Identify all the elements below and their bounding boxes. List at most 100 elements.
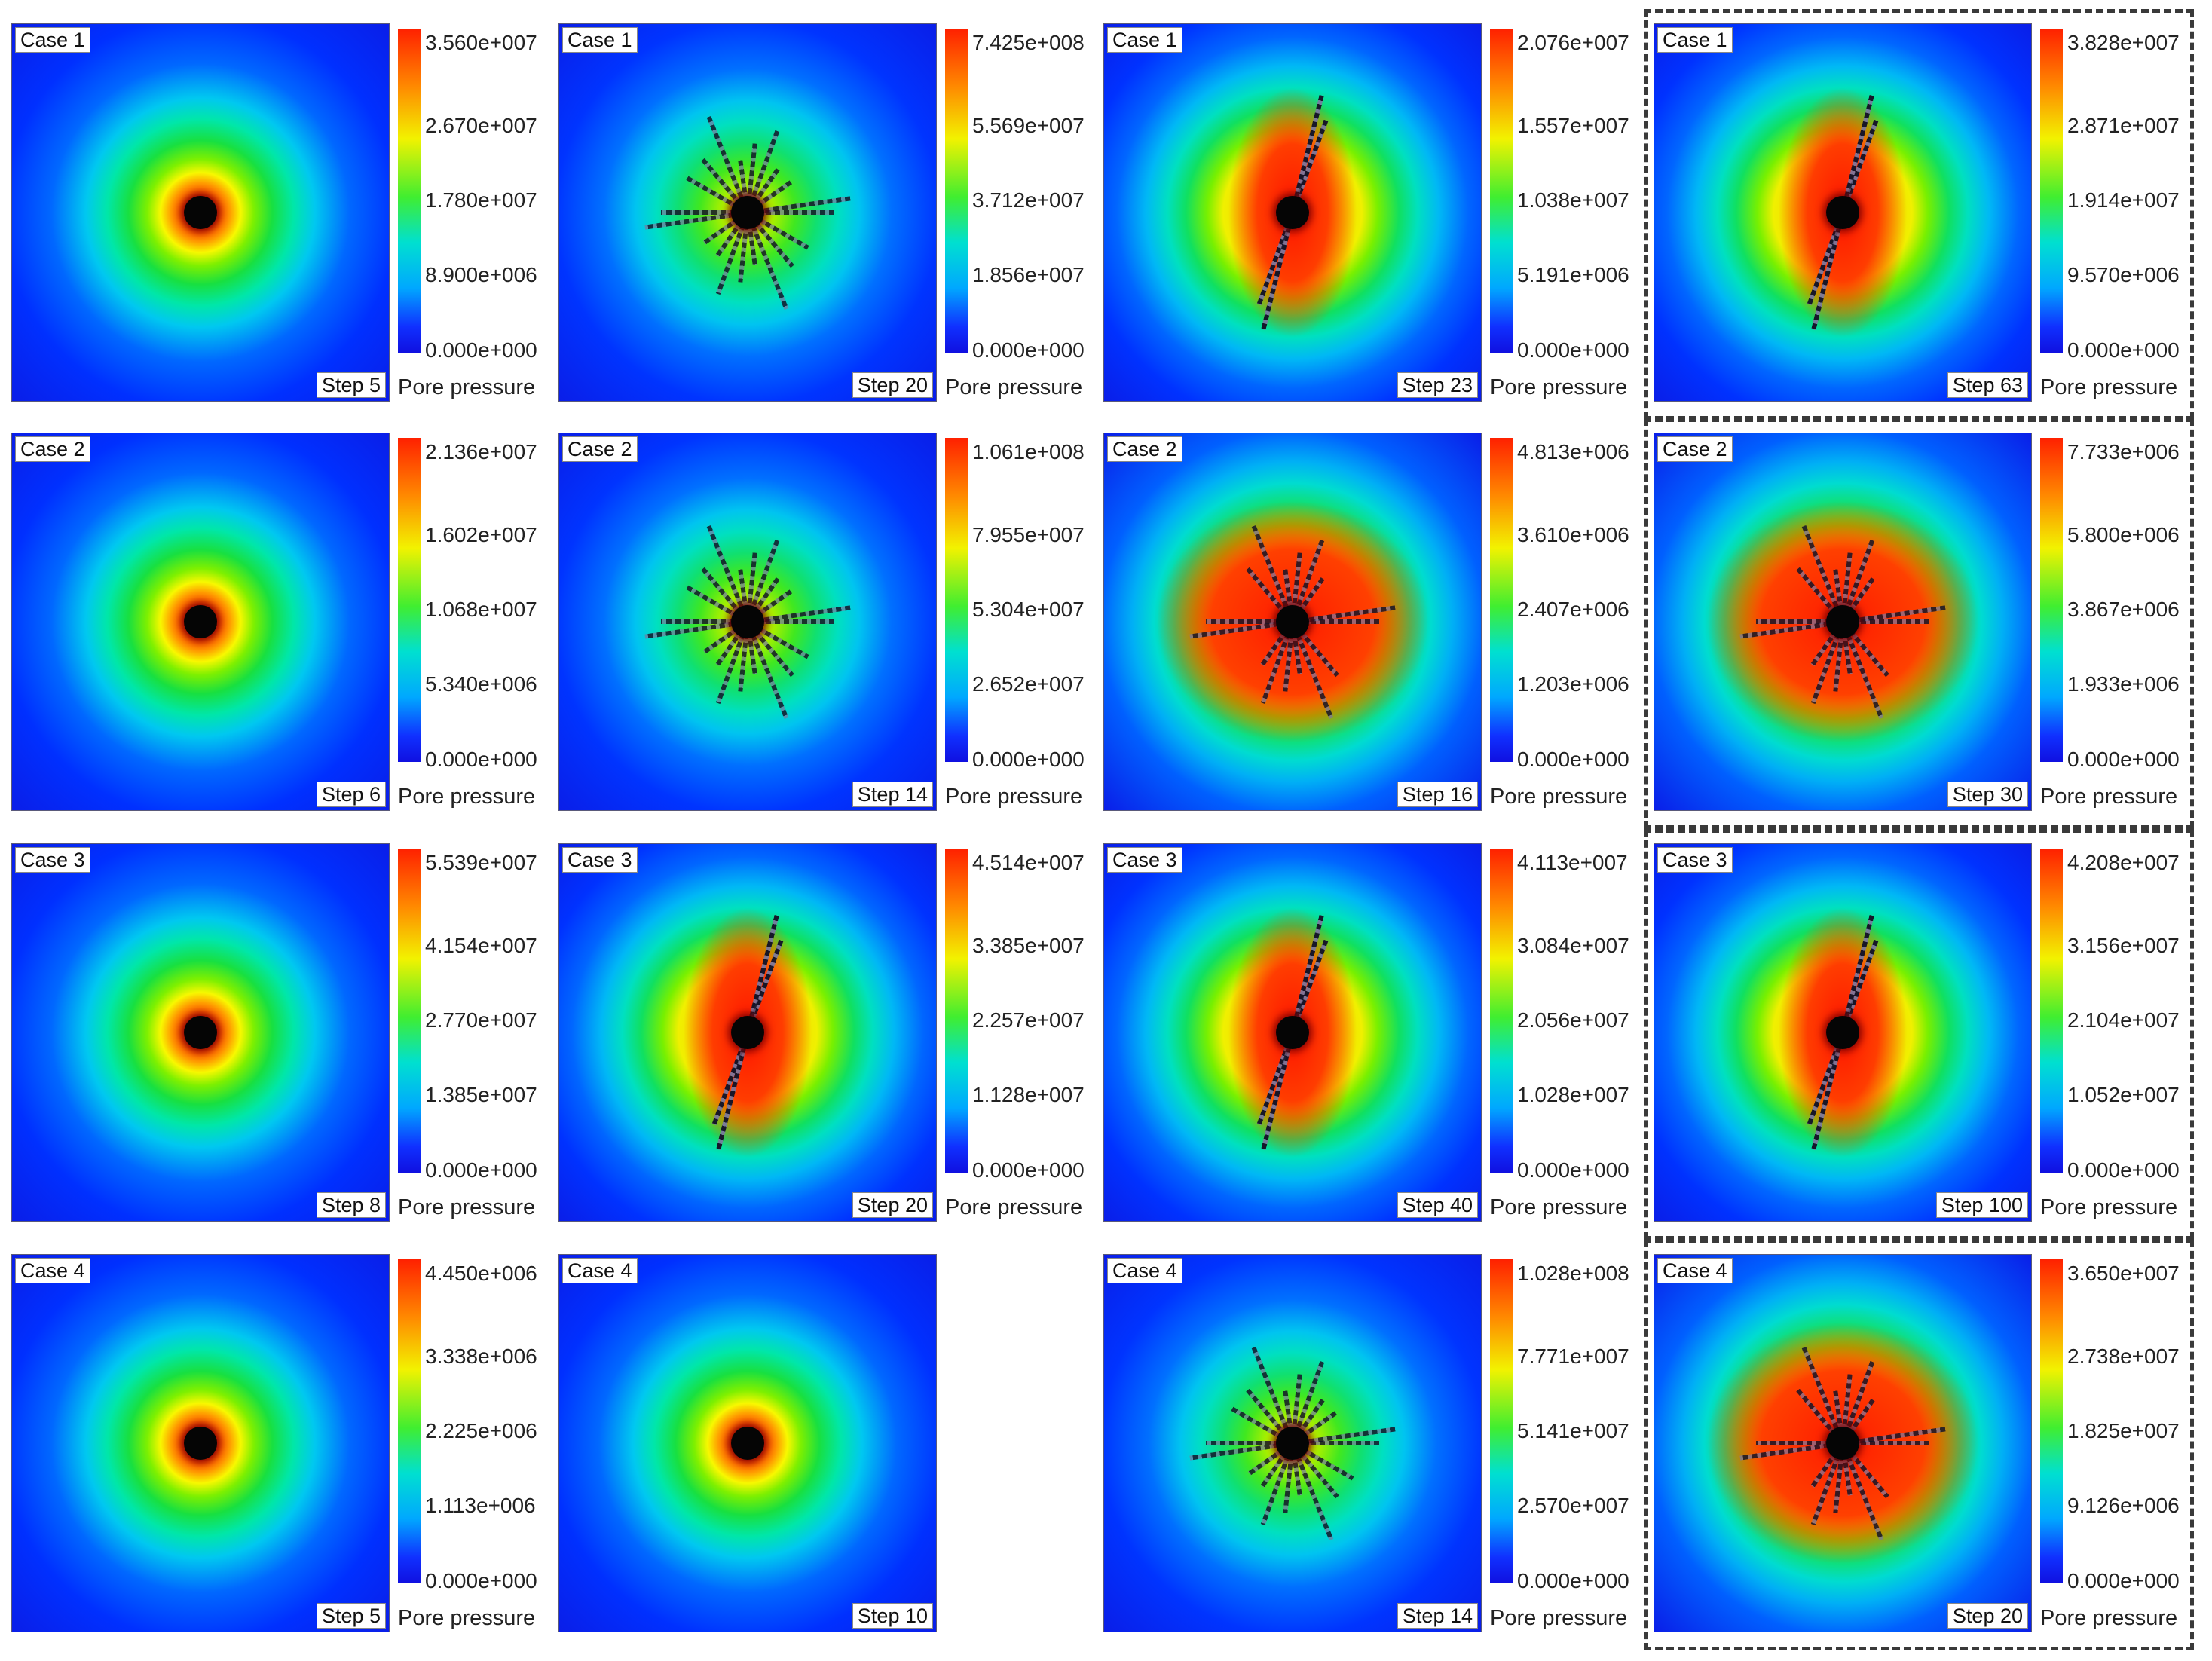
colorbar-tick-label: 1.825e+007: [2067, 1419, 2180, 1442]
colorbar: [945, 438, 968, 762]
pore-pressure-contour-plot: Case 1 Step 63: [1654, 23, 2032, 402]
borehole-marker: [184, 196, 217, 229]
pore-pressure-contour-plot: Case 2 Step 16: [1103, 433, 1482, 811]
contour-panel: Case 4 Step 20 3.650e+007 2.738e+007 1.825e+…: [1654, 1254, 2182, 1639]
case-label: Case 2: [1657, 436, 1733, 462]
borehole-marker: [184, 1016, 217, 1049]
colorbar-tick-label: 2.407e+006: [1517, 598, 1629, 621]
pore-pressure-contour-plot: Case 3 Step 100: [1654, 843, 2032, 1222]
colorbar-tick-label: 4.450e+006: [425, 1262, 537, 1285]
colorbar: [1490, 29, 1513, 353]
colorbar-tick-label: 3.385e+007: [972, 934, 1085, 957]
highlight-dashed-box: [1644, 1240, 2194, 1650]
colorbar: [1490, 1259, 1513, 1583]
step-label: Step 5: [316, 372, 386, 398]
colorbar-tick-label: 0.000e+000: [2067, 338, 2180, 362]
colorbar-tick-label: 4.813e+006: [1517, 440, 1629, 463]
colorbar-tick-label: 3.867e+006: [2067, 598, 2180, 621]
highlight-dashed-box: [1644, 829, 2194, 1240]
colorbar-tick-label: 3.712e+007: [972, 188, 1085, 212]
highlight-dashed-box: [1644, 9, 2194, 420]
borehole-marker: [731, 196, 764, 229]
colorbar-tick-label: 1.038e+007: [1517, 188, 1629, 212]
colorbar: [2040, 29, 2063, 353]
colorbar-tick-label: 0.000e+000: [1517, 1569, 1629, 1592]
contour-panel: Case 4 Step 14 1.028e+008 7.771e+007 5.141e+…: [1103, 1254, 1632, 1639]
colorbar-tick-label: 7.733e+006: [2067, 440, 2180, 463]
colorbar-tick-label: 3.338e+006: [425, 1344, 537, 1368]
step-label: Step 20: [1947, 1603, 2028, 1629]
colorbar-tick-label: 0.000e+000: [2067, 1569, 2180, 1592]
colorbar-tick-label: 0.000e+000: [425, 338, 537, 362]
colorbar-tick-label: 5.569e+007: [972, 114, 1085, 137]
colorbar-tick-label: 8.900e+006: [425, 263, 537, 286]
colorbar-tick-label: 5.141e+007: [1517, 1419, 1629, 1442]
colorbar-tick-label: 3.828e+007: [2067, 31, 2180, 54]
case-label: Case 3: [15, 847, 90, 873]
colorbar-title: Pore pressure: [1490, 1195, 1628, 1219]
colorbar-tick-label: 3.084e+007: [1517, 934, 1629, 957]
pore-pressure-contour-plot: Case 2 Step 30: [1654, 433, 2032, 811]
case-label: Case 3: [1107, 847, 1182, 873]
colorbar-tick-label: 4.514e+007: [972, 851, 1085, 874]
colorbar-tick-label: 2.136e+007: [425, 440, 537, 463]
colorbar-tick-label: 0.000e+000: [2067, 748, 2180, 771]
colorbar-tick-label: 4.208e+007: [2067, 851, 2180, 874]
colorbar-tick-label: 4.113e+007: [1517, 851, 1628, 874]
colorbar-tick-label: 0.000e+000: [425, 1158, 537, 1182]
colorbar-tick-label: 3.610e+006: [1517, 523, 1629, 546]
colorbar-tick-label: 7.771e+007: [1517, 1344, 1629, 1368]
colorbar: [2040, 1259, 2063, 1583]
colorbar-tick-label: 1.856e+007: [972, 263, 1085, 286]
contour-panel: Case 2 Step 14 1.061e+008 7.955e+007 5.304e+…: [558, 433, 1087, 818]
pore-pressure-contour-plot: Case 4 Step 10: [558, 1254, 937, 1632]
colorbar-tick-label: 0.000e+000: [972, 338, 1085, 362]
colorbar-tick-label: 1.203e+006: [1517, 672, 1629, 696]
colorbar-tick-label: 1.028e+007: [1517, 1083, 1629, 1106]
borehole-marker: [1276, 196, 1309, 229]
pore-pressure-contour-plot: Case 1 Step 5: [11, 23, 390, 402]
colorbar-tick-label: 2.670e+007: [425, 114, 537, 137]
colorbar-tick-label: 1.052e+007: [2067, 1083, 2180, 1106]
colorbar-title: Pore pressure: [2040, 375, 2178, 399]
case-label: Case 2: [562, 436, 638, 462]
colorbar-tick-label: 2.056e+007: [1517, 1008, 1629, 1032]
colorbar: [1490, 849, 1513, 1173]
colorbar-tick-label: 0.000e+000: [972, 1158, 1085, 1182]
colorbar-tick-label: 4.154e+007: [425, 934, 537, 957]
colorbar-tick-label: 0.000e+000: [425, 1569, 537, 1592]
case-label: Case 1: [15, 27, 90, 53]
case-label: Case 2: [1107, 436, 1182, 462]
contour-panel: Case 1 Step 63 3.828e+007 2.871e+007 1.914e+…: [1654, 23, 2182, 408]
pore-pressure-contour-plot: Case 1 Step 20: [558, 23, 937, 402]
colorbar: [945, 849, 968, 1173]
colorbar-tick-label: 0.000e+000: [1517, 338, 1629, 362]
colorbar-tick-label: 3.156e+007: [2067, 934, 2180, 957]
step-label: Step 14: [1397, 1603, 1478, 1629]
colorbar-title: Pore pressure: [398, 1195, 536, 1219]
contour-panel: Case 1 Step 5 3.560e+007 2.670e+007 1.780e+0…: [11, 23, 540, 408]
colorbar-tick-label: 1.128e+007: [972, 1083, 1085, 1106]
contour-panel: Case 4 Step 10: [558, 1254, 1087, 1639]
colorbar-tick-label: 2.871e+007: [2067, 114, 2180, 137]
colorbar-title: Pore pressure: [2040, 1195, 2178, 1219]
colorbar-tick-label: 1.557e+007: [1517, 114, 1629, 137]
colorbar-title: Pore pressure: [398, 785, 536, 809]
colorbar-tick-label: 7.955e+007: [972, 523, 1085, 546]
borehole-marker: [1826, 605, 1859, 638]
step-label: Step 14: [852, 782, 933, 807]
contour-panel: Case 3 Step 100 4.208e+007 3.156e+007 2.104e…: [1654, 843, 2182, 1228]
colorbar-tick-label: 3.650e+007: [2067, 1262, 2180, 1285]
contour-panel: Case 1 Step 23 2.076e+007 1.557e+007 1.038e+…: [1103, 23, 1632, 408]
pore-pressure-contour-plot: Case 3 Step 20: [558, 843, 937, 1222]
colorbar-tick-label: 2.570e+007: [1517, 1494, 1629, 1517]
colorbar-tick-label: 2.257e+007: [972, 1008, 1085, 1032]
contour-panel: Case 2 Step 6 2.136e+007 1.602e+007 1.068e+0…: [11, 433, 540, 818]
colorbar-title: Pore pressure: [1490, 785, 1628, 809]
colorbar-tick-label: 2.652e+007: [972, 672, 1085, 696]
pore-pressure-contour-plot: Case 3 Step 40: [1103, 843, 1482, 1222]
case-label: Case 4: [562, 1258, 638, 1283]
step-label: Step 8: [316, 1192, 386, 1218]
colorbar-title: Pore pressure: [945, 1195, 1083, 1219]
